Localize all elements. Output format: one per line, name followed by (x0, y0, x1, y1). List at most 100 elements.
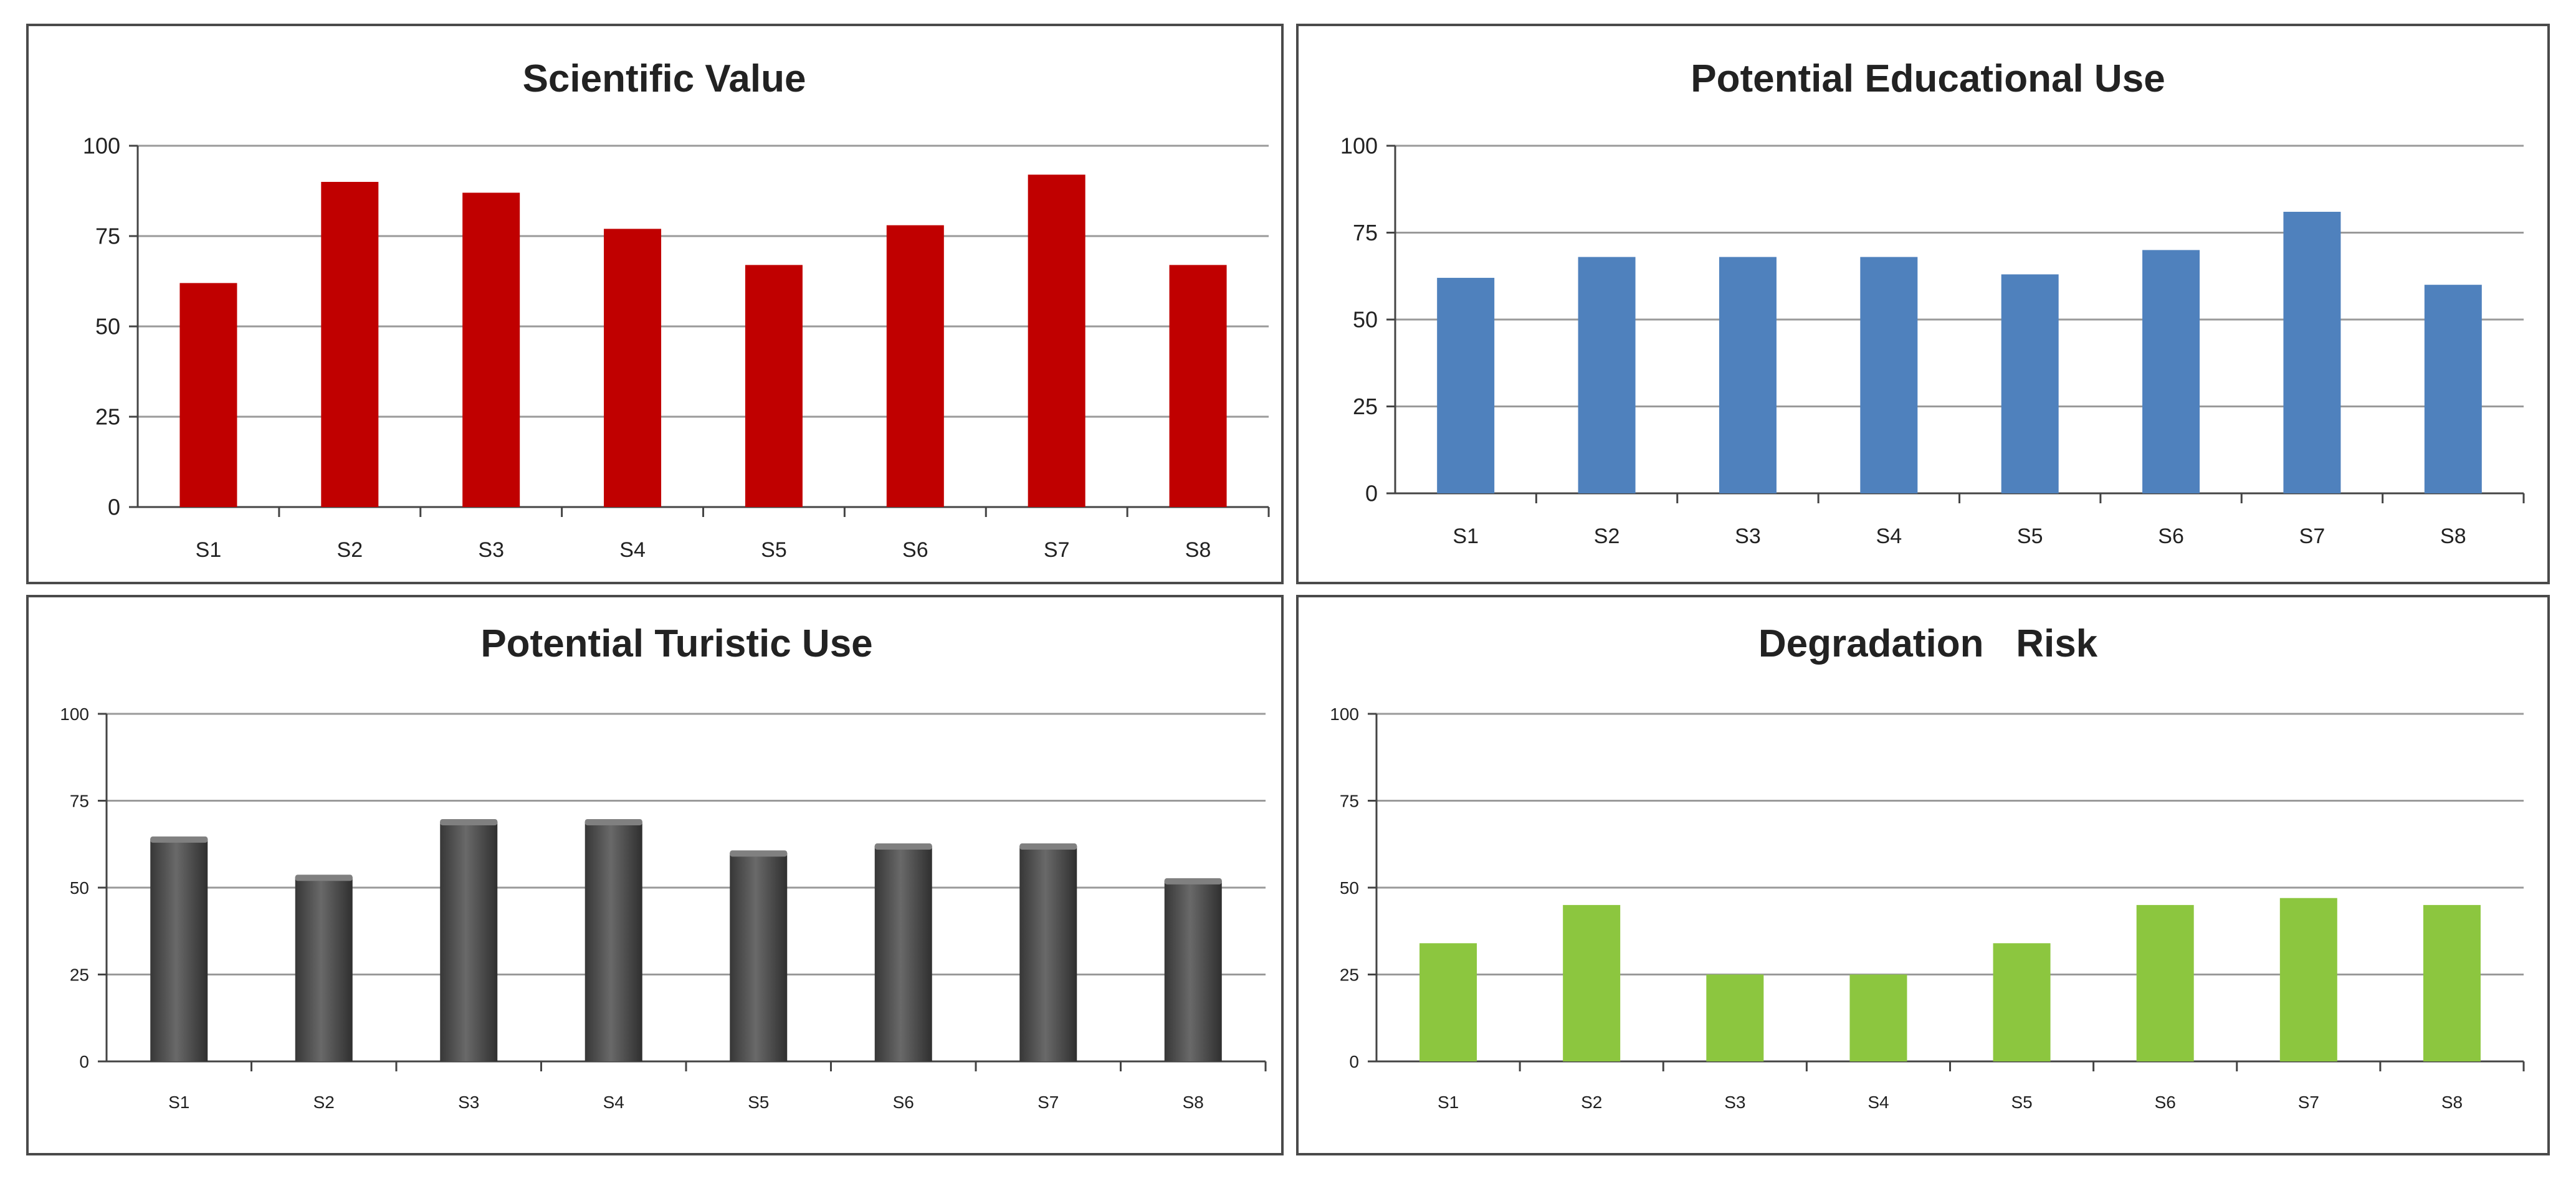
bar-scientific-value-s8 (1169, 265, 1227, 507)
ytick-label-degradation-risk-25: 25 (1340, 965, 1359, 984)
category-label-degradation-risk-s3: S3 (1724, 1093, 1745, 1112)
bar-degradation-risk-s7 (2279, 898, 2337, 1061)
category-label-educational-use-s7: S7 (2299, 524, 2326, 548)
category-label-degradation-risk-s7: S7 (2298, 1093, 2319, 1112)
category-label-scientific-value-s2: S2 (337, 538, 363, 562)
bar-educational-use-s6 (2142, 250, 2200, 493)
category-label-degradation-risk-s6: S6 (2155, 1093, 2176, 1112)
chart-title-degradation-risk: Degradation Risk (1758, 622, 2098, 665)
ytick-label-turistic-use-75: 75 (70, 791, 89, 810)
ytick-label-degradation-risk-0: 0 (1349, 1052, 1359, 1071)
category-label-turistic-use-s1: S1 (168, 1093, 189, 1112)
category-label-degradation-risk-s2: S2 (1581, 1093, 1602, 1112)
bar-turistic-use-s8 (1164, 880, 1222, 1061)
category-label-degradation-risk-s5: S5 (2011, 1093, 2032, 1112)
bar-cap-turistic-use-s5 (730, 850, 788, 857)
bar-scientific-value-s3 (462, 192, 520, 507)
bar-scientific-value-s2 (321, 182, 379, 507)
category-label-educational-use-s4: S4 (1876, 524, 1902, 548)
bar-degradation-risk-s6 (2136, 904, 2194, 1061)
chart-panel-scientific-value: Scientific Value 0 25 50 75 100 S1 S2 S3 S4 S5 S6 S7… (26, 24, 1284, 584)
bar-degradation-risk-s8 (2423, 904, 2481, 1061)
chart-svg-educational-use: Potential Educational Use 0 25 50 75 100 S1 S2 S… (1340, 57, 2525, 548)
bar-degradation-risk-s3 (1706, 974, 1764, 1061)
bar-cap-turistic-use-s6 (874, 843, 932, 850)
category-label-turistic-use-s5: S5 (748, 1093, 769, 1112)
chart-title-turistic-use: Potential Turistic Use (480, 622, 872, 665)
bar-turistic-use-s3 (440, 821, 498, 1061)
bar-scientific-value-s1 (179, 283, 237, 507)
ytick-label-educational-use-50: 50 (1353, 307, 1378, 333)
category-label-scientific-value-s6: S6 (902, 538, 928, 562)
category-label-scientific-value-s3: S3 (478, 538, 504, 562)
bar-educational-use-s4 (1860, 257, 1918, 493)
category-label-turistic-use-s7: S7 (1038, 1093, 1059, 1112)
bar-turistic-use-s7 (1019, 846, 1077, 1061)
bar-cap-turistic-use-s8 (1164, 878, 1222, 885)
ytick-label-turistic-use-100: 100 (60, 704, 89, 724)
bar-cap-turistic-use-s2 (295, 875, 353, 881)
bar-cap-turistic-use-s4 (584, 818, 642, 825)
bar-degradation-risk-s1 (1419, 943, 1477, 1061)
bar-degradation-risk-s2 (1563, 904, 1621, 1061)
ytick-label-educational-use-100: 100 (1340, 133, 1378, 159)
category-label-degradation-risk-s1: S1 (1438, 1093, 1459, 1112)
chart-title-scientific-value: Scientific Value (523, 57, 806, 100)
category-label-educational-use-s8: S8 (2440, 524, 2466, 548)
category-label-scientific-value-s5: S5 (761, 538, 787, 562)
category-label-scientific-value-s1: S1 (196, 538, 222, 562)
category-label-scientific-value-s4: S4 (619, 538, 646, 562)
bar-degradation-risk-s4 (1849, 974, 1907, 1061)
bar-scientific-value-s7 (1028, 174, 1085, 507)
ytick-label-scientific-value-75: 75 (95, 224, 120, 249)
ytick-label-turistic-use-50: 50 (70, 878, 89, 898)
bar-turistic-use-s6 (874, 846, 932, 1061)
category-label-educational-use-s6: S6 (2158, 524, 2184, 548)
chart-panel-educational-use: Potential Educational Use 0 25 50 75 100 S1 S2 S… (1296, 24, 2550, 584)
bar-scientific-value-s4 (604, 229, 662, 507)
bar-turistic-use-s1 (150, 838, 208, 1061)
chart-svg-turistic-use: Potential Turistic Use 0 25 50 75 100 S1 S2 S3 S4… (60, 622, 1267, 1112)
bar-cap-turistic-use-s1 (150, 836, 208, 843)
bar-cap-turistic-use-s7 (1019, 843, 1077, 850)
ytick-label-scientific-value-100: 100 (83, 133, 120, 159)
ytick-label-educational-use-0: 0 (1365, 481, 1378, 506)
ytick-label-degradation-risk-50: 50 (1340, 878, 1359, 898)
bar-educational-use-s7 (2283, 212, 2341, 493)
category-label-scientific-value-s8: S8 (1185, 538, 1211, 562)
ytick-label-turistic-use-25: 25 (70, 965, 89, 984)
bar-degradation-risk-s5 (1993, 943, 2051, 1061)
bar-turistic-use-s5 (730, 853, 788, 1061)
category-label-educational-use-s3: S3 (1735, 524, 1761, 548)
bar-cap-turistic-use-s3 (440, 818, 498, 825)
chart-title-educational-use: Potential Educational Use (1691, 57, 2165, 100)
ytick-label-scientific-value-25: 25 (95, 404, 120, 430)
category-label-turistic-use-s4: S4 (603, 1093, 624, 1112)
chart-svg-scientific-value: Scientific Value 0 25 50 75 100 S1 S2 S3 S4 S5 S6 S7… (83, 57, 1270, 562)
bar-scientific-value-s5 (745, 265, 803, 507)
ytick-label-scientific-value-50: 50 (95, 314, 120, 339)
category-label-educational-use-s1: S1 (1453, 524, 1479, 548)
bar-scientific-value-s6 (886, 225, 944, 507)
category-label-educational-use-s2: S2 (1594, 524, 1620, 548)
category-label-turistic-use-s8: S8 (1183, 1093, 1204, 1112)
ytick-label-educational-use-75: 75 (1353, 220, 1378, 245)
category-label-turistic-use-s3: S3 (458, 1093, 479, 1112)
ytick-label-scientific-value-0: 0 (108, 495, 120, 520)
ytick-label-turistic-use-0: 0 (79, 1052, 89, 1071)
bar-educational-use-s3 (1719, 257, 1777, 493)
ytick-label-degradation-risk-100: 100 (1330, 704, 1359, 724)
category-label-degradation-risk-s8: S8 (2441, 1093, 2463, 1112)
category-label-educational-use-s5: S5 (2017, 524, 2043, 548)
bar-educational-use-s5 (2001, 274, 2059, 493)
chart-panel-turistic-use: Potential Turistic Use 0 25 50 75 100 S1 S2 S3 S4… (26, 595, 1284, 1155)
bar-educational-use-s1 (1437, 278, 1495, 493)
ytick-label-educational-use-25: 25 (1353, 394, 1378, 419)
ytick-label-degradation-risk-75: 75 (1340, 791, 1359, 810)
category-label-turistic-use-s2: S2 (313, 1093, 335, 1112)
category-label-degradation-risk-s4: S4 (1868, 1093, 1889, 1112)
bar-turistic-use-s2 (295, 877, 353, 1061)
chart-panel-degradation-risk: Degradation Risk 0 25 50 75 100 S1 S2 S3 S4 S5 S6 S7… (1296, 595, 2550, 1155)
category-label-scientific-value-s7: S7 (1044, 538, 1070, 562)
chart-svg-degradation-risk: Degradation Risk 0 25 50 75 100 S1 S2 S3 S4 S5 S6 S7… (1330, 622, 2525, 1112)
